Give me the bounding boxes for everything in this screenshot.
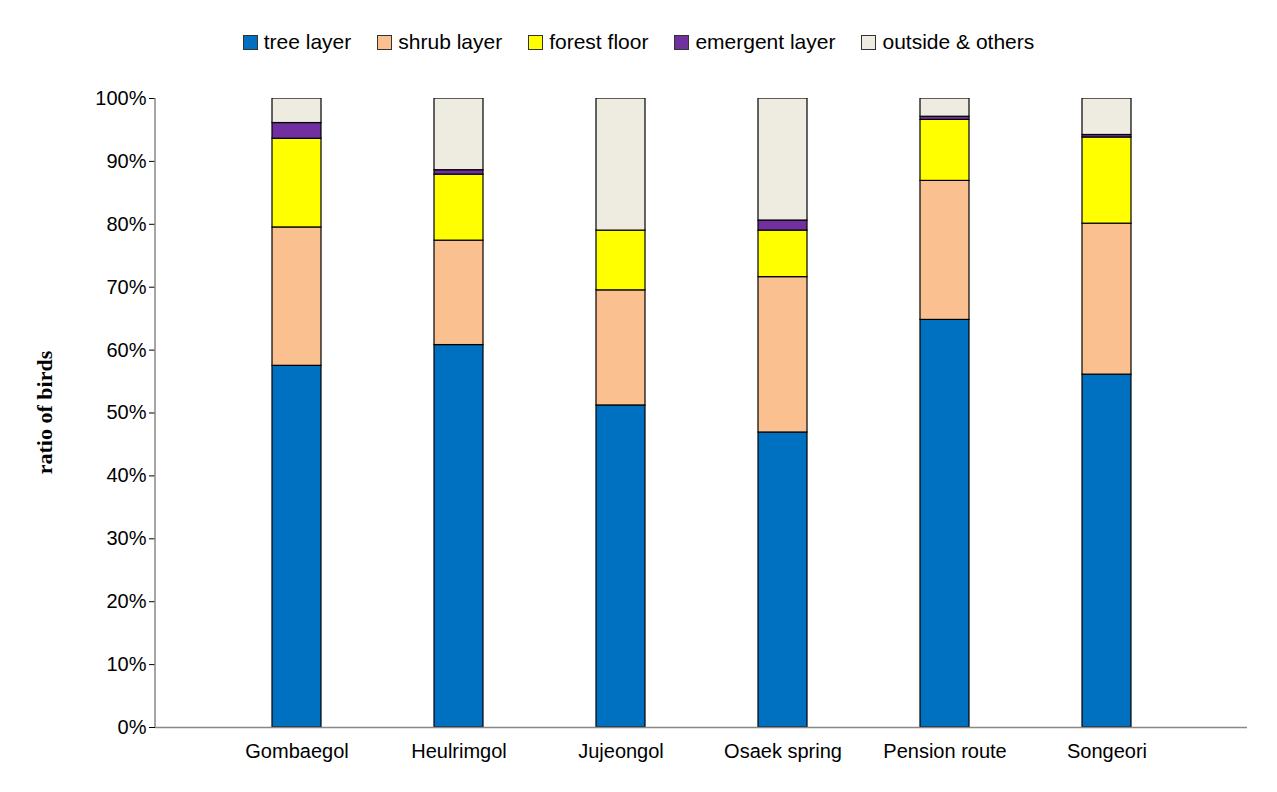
svg-text:ratio of birds: ratio of birds xyxy=(32,350,57,474)
html-text:forest floor: forest floor xyxy=(549,30,649,53)
svg-text:10%: 10% xyxy=(106,653,146,675)
html-text:tree layer: tree layer xyxy=(263,30,352,53)
svg-text:40%: 40% xyxy=(106,464,146,486)
svg-text:0%: 0% xyxy=(118,716,147,738)
html-text:shrub layer: shrub layer xyxy=(398,30,503,53)
svg-text:20%: 20% xyxy=(106,590,146,612)
svg-text:Songeori: Songeori xyxy=(1067,740,1147,762)
svg-text:90%: 90% xyxy=(106,150,146,172)
svg-text:30%: 30% xyxy=(106,527,146,549)
html-text:outside & others: outside & others xyxy=(882,30,1035,53)
html-text:emergent layer: emergent layer xyxy=(695,30,836,53)
svg-text:Heulrimgol: Heulrimgol xyxy=(411,740,507,762)
svg-text:80%: 80% xyxy=(106,213,146,235)
svg-text:Gombaegol: Gombaegol xyxy=(245,740,348,762)
svg-text:100%: 100% xyxy=(95,87,146,109)
svg-text:50%: 50% xyxy=(106,401,146,423)
svg-text:Jujeongol: Jujeongol xyxy=(578,740,664,762)
svg-text:70%: 70% xyxy=(106,276,146,298)
svg-text:Pension route: Pension route xyxy=(883,740,1006,762)
svg-text:Osaek spring: Osaek spring xyxy=(724,740,842,762)
svg-text:60%: 60% xyxy=(106,339,146,361)
